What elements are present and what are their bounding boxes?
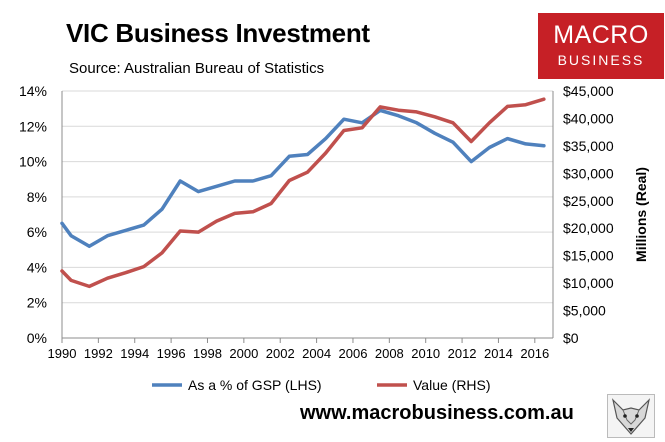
x-tick-label: 2016 (520, 346, 549, 361)
x-tick-label: 1994 (120, 346, 149, 361)
y-right-tick-label: $25,000 (563, 193, 614, 209)
x-tick-label: 1992 (84, 346, 113, 361)
website-url: www.macrobusiness.com.au (300, 402, 574, 424)
chart-title: VIC Business Investment (66, 18, 370, 48)
series-line-value (60, 97, 546, 289)
x-tick-label: 1998 (193, 346, 222, 361)
x-tick-label: 2012 (448, 346, 477, 361)
y-right-tick-label: $20,000 (563, 220, 614, 236)
y-right-tick-label: $40,000 (563, 110, 614, 126)
y-left-tick-label: 2% (27, 295, 47, 311)
x-tick-label: 2008 (375, 346, 404, 361)
x-tick-label: 1990 (48, 346, 77, 361)
x-tick-label: 2010 (411, 346, 440, 361)
x-tick-label: 2006 (339, 346, 368, 361)
x-tick-label: 2014 (484, 346, 513, 361)
x-tick-label: 1996 (157, 346, 186, 361)
y-left-tick-label: 10% (19, 154, 47, 170)
y-right-tick-label: $30,000 (563, 165, 614, 181)
y-left-tick-label: 6% (27, 224, 47, 240)
series-line-gsp-percent (60, 108, 546, 249)
logo-line-1: MACRO (553, 21, 649, 49)
x-tick-label: 2004 (302, 346, 331, 361)
y-right-tick-label: $10,000 (563, 275, 614, 291)
fox-head-icon (607, 394, 655, 438)
y-left-tick-label: 14% (19, 83, 47, 99)
legend-label: Value (RHS) (413, 377, 491, 393)
y-left-tick-label: 8% (27, 189, 47, 205)
y-right-tick-label: $35,000 (563, 138, 614, 154)
x-tick-label: 2000 (229, 346, 258, 361)
x-tick-label: 2002 (266, 346, 295, 361)
macro-business-logo: MACRO BUSINESS (538, 13, 664, 79)
y-right-tick-label: $5,000 (563, 303, 606, 319)
logo-line-2: BUSINESS (557, 52, 645, 68)
legend-label: As a % of GSP (LHS) (188, 377, 322, 393)
y-right-axis-title: Millions (Real) (633, 167, 649, 262)
source-note: Source: Australian Bureau of Statistics (69, 60, 325, 77)
y-right-tick-label: $0 (563, 330, 579, 346)
y-left-tick-label: 0% (27, 330, 47, 346)
y-right-tick-label: $45,000 (563, 83, 614, 99)
y-left-tick-label: 4% (27, 259, 47, 275)
y-left-tick-label: 12% (19, 118, 47, 134)
y-right-tick-label: $15,000 (563, 248, 614, 264)
